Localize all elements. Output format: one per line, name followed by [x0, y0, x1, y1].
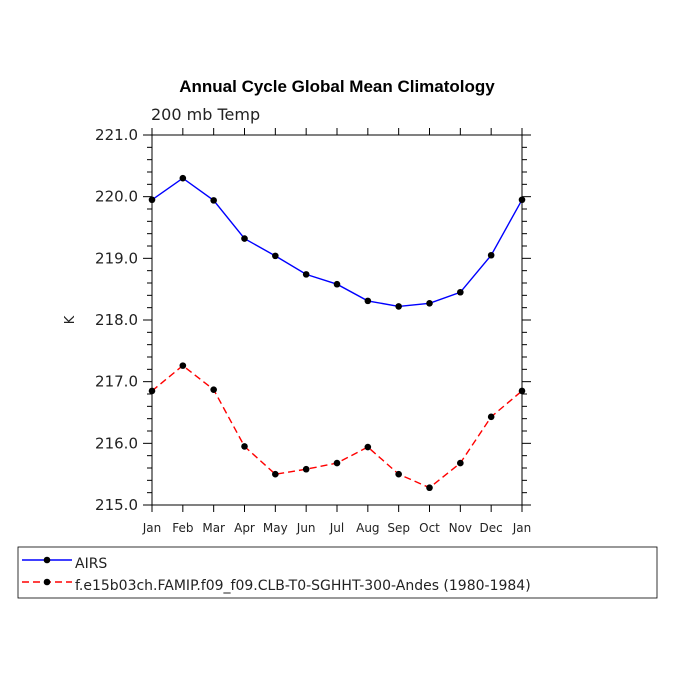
- x-tick-label: May: [263, 521, 288, 535]
- data-point: [302, 465, 310, 473]
- data-point: [302, 271, 310, 278]
- data-point: [426, 484, 433, 492]
- x-tick-label: Aug: [356, 521, 379, 535]
- x-tick-label: Oct: [419, 521, 440, 535]
- data-point: [148, 196, 156, 204]
- x-tick-label: Jun: [296, 521, 316, 535]
- legend-marker-0: [43, 556, 51, 564]
- data-point: [364, 443, 372, 451]
- legend-label-airs: AIRS: [75, 556, 107, 572]
- data-point: [210, 386, 217, 393]
- y-tick-label: 215.0: [95, 496, 138, 514]
- chart-subtitle: 200 mb Temp: [151, 105, 260, 124]
- y-tick-label: 220.0: [95, 188, 138, 206]
- x-tick-label: Jan: [142, 521, 162, 535]
- data-point: [241, 443, 248, 450]
- legend-marker-1: [43, 578, 51, 586]
- data-point: [487, 251, 495, 259]
- data-point: [426, 300, 433, 307]
- x-tick-label: Feb: [172, 521, 193, 535]
- data-point: [518, 196, 526, 204]
- y-tick-label: 216.0: [95, 434, 138, 452]
- y-tick-label: 219.0: [95, 249, 138, 267]
- data-point: [272, 470, 279, 478]
- y-tick-label: 217.0: [95, 373, 138, 391]
- x-tick-label: Mar: [202, 521, 225, 535]
- y-axis-label: K: [63, 315, 78, 324]
- data-point: [518, 387, 526, 395]
- plot-area: 215.0 216.0 217.0 218.0 219.0 220.0 221.0 Jan Fe…: [95, 126, 531, 535]
- x-tick-label: Jul: [329, 521, 344, 535]
- x-tick-label: Nov: [449, 521, 472, 535]
- data-point: [272, 252, 279, 260]
- data-point: [395, 303, 402, 310]
- x-tick-label: Sep: [387, 521, 410, 535]
- y-tick-label: 218.0: [95, 311, 138, 329]
- data-point: [487, 413, 495, 421]
- x-tick-label: Dec: [480, 521, 503, 535]
- chart-title: Annual Cycle Global Mean Climatology: [179, 77, 495, 96]
- x-tick-label: Jan: [512, 521, 532, 535]
- data-point: [179, 362, 187, 369]
- data-point: [364, 297, 372, 305]
- data-point: [457, 288, 464, 296]
- y-tick-label: 221.0: [95, 126, 138, 144]
- data-point: [179, 174, 187, 182]
- x-tick-label: Apr: [234, 521, 255, 535]
- data-point: [395, 470, 402, 478]
- plot-frame: [151, 134, 523, 506]
- legend-box: [17, 546, 658, 599]
- data-point: [210, 197, 217, 204]
- data-point: [457, 459, 464, 467]
- series-line-1: [151, 364, 523, 489]
- data-point: [333, 280, 341, 288]
- data-point: [333, 459, 341, 467]
- legend-label-model: f.e15b03ch.FAMIP.f09_f09.CLB-T0-SGHHT-30…: [75, 578, 531, 594]
- data-point: [148, 387, 156, 395]
- data-point: [241, 235, 248, 242]
- legend: AIRS f.e15b03ch.FAMIP.f09_f09.CLB-T0-SGH…: [17, 546, 658, 599]
